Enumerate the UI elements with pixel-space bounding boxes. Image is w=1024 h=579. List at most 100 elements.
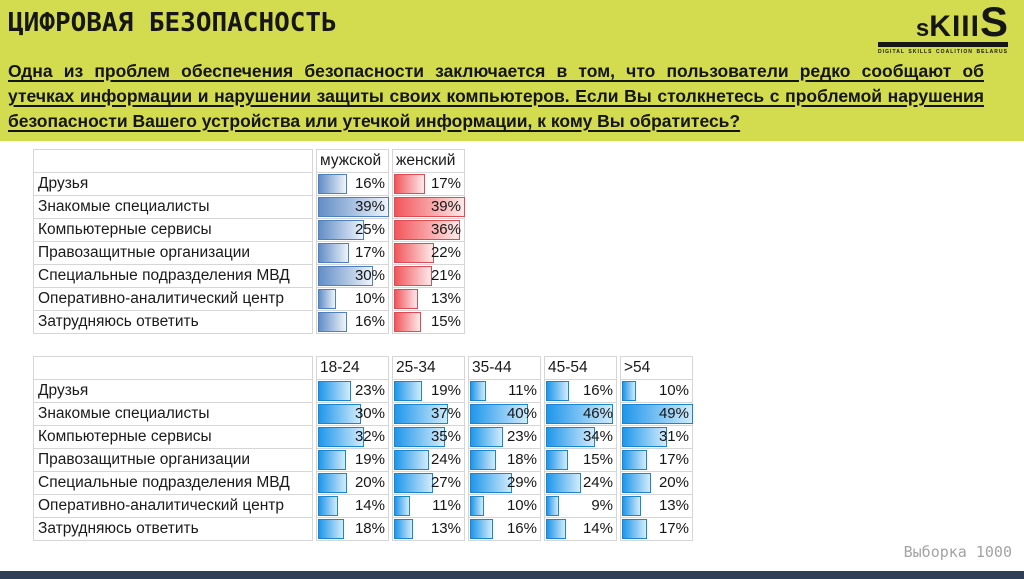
data-bar bbox=[318, 243, 349, 263]
table-row: Компьютерные сервисы 32% 35% 23% 34% 31% bbox=[33, 425, 693, 449]
column-header: 45-54 bbox=[544, 356, 617, 380]
value-cell: 13% bbox=[620, 494, 693, 518]
row-label: Затрудняюсь ответить bbox=[33, 517, 313, 541]
row-label: Компьютерные сервисы bbox=[33, 425, 313, 449]
data-bar bbox=[546, 427, 596, 447]
column-header: 25-34 bbox=[392, 356, 465, 380]
data-bar bbox=[318, 220, 364, 240]
value-cell: 17% bbox=[392, 172, 465, 196]
value-cell: 20% bbox=[316, 471, 389, 495]
header-row: мужской женский bbox=[33, 149, 465, 173]
data-bar bbox=[394, 266, 433, 286]
bar-value: 46% bbox=[582, 405, 613, 422]
row-label: Затрудняюсь ответить bbox=[33, 310, 313, 334]
column-header: 18-24 bbox=[316, 356, 389, 380]
logo-tagline: DIGITAL SKILLS COALITION BELARUS bbox=[878, 48, 1008, 55]
bar-value: 17% bbox=[354, 244, 385, 261]
data-bar bbox=[622, 404, 693, 424]
value-cell: 30% bbox=[316, 264, 389, 288]
table-row: Друзья 23% 19% 11% 16% 10% bbox=[33, 379, 693, 403]
logo-letter: I bbox=[970, 10, 979, 44]
value-cell: 13% bbox=[392, 517, 465, 541]
data-bar bbox=[318, 289, 337, 309]
value-cell: 21% bbox=[392, 264, 465, 288]
bar-value: 29% bbox=[506, 474, 537, 491]
table-row: Оперативно-аналитический центр 10% 13% bbox=[33, 287, 465, 311]
table-row: Специальные подразделения МВД 20% 27% 29% 24… bbox=[33, 471, 693, 495]
data-bar bbox=[622, 473, 651, 493]
bar-value: 23% bbox=[354, 382, 385, 399]
value-cell: 10% bbox=[468, 494, 541, 518]
intro-line: безопасности Вашего устройства или утечк… bbox=[8, 111, 741, 131]
row-label: Правозащитные организации bbox=[33, 448, 313, 472]
data-bar bbox=[546, 473, 581, 493]
data-bar bbox=[622, 450, 647, 470]
bar-value: 49% bbox=[658, 405, 689, 422]
value-cell: 30% bbox=[316, 402, 389, 426]
value-cell: 49% bbox=[620, 402, 693, 426]
bar-value: 13% bbox=[430, 520, 461, 537]
data-bar bbox=[318, 174, 348, 194]
table-row: Компьютерные сервисы 25% 36% bbox=[33, 218, 465, 242]
value-cell: 17% bbox=[316, 241, 389, 265]
value-cell: 16% bbox=[316, 310, 389, 334]
value-cell: 35% bbox=[392, 425, 465, 449]
value-cell: 20% bbox=[620, 471, 693, 495]
bar-value: 10% bbox=[506, 497, 537, 514]
row-label: Правозащитные организации bbox=[33, 241, 313, 265]
logo-letter: S bbox=[979, 0, 1008, 45]
bar-value: 13% bbox=[430, 290, 461, 307]
data-bar bbox=[394, 473, 434, 493]
data-bar bbox=[622, 496, 641, 516]
value-cell: 29% bbox=[468, 471, 541, 495]
row-label: Компьютерные сервисы bbox=[33, 218, 313, 242]
data-bar bbox=[318, 519, 345, 539]
bar-value: 30% bbox=[354, 267, 385, 284]
logo-letter: I bbox=[951, 10, 961, 44]
data-bar bbox=[394, 289, 418, 309]
logo-underline bbox=[878, 41, 1008, 47]
logo-letter: I bbox=[961, 10, 970, 44]
value-cell: 19% bbox=[392, 379, 465, 403]
data-bar bbox=[546, 496, 560, 516]
table-row: Правозащитные организации 17% 22% bbox=[33, 241, 465, 265]
data-bar bbox=[394, 197, 465, 217]
intro-line: утечках информации и нарушении защиты св… bbox=[8, 86, 984, 106]
data-bar bbox=[622, 381, 637, 401]
sample-size-label: Выборка 1000 bbox=[903, 543, 1012, 561]
data-bar bbox=[394, 404, 448, 424]
bar-value: 10% bbox=[658, 382, 689, 399]
bar-value: 17% bbox=[430, 175, 461, 192]
bar-value: 17% bbox=[658, 520, 689, 537]
row-label: Специальные подразделения МВД bbox=[33, 471, 313, 495]
data-bar bbox=[470, 519, 494, 539]
data-bar bbox=[394, 312, 422, 332]
value-cell: 18% bbox=[316, 517, 389, 541]
logo-letter: s bbox=[915, 15, 930, 43]
data-bar bbox=[394, 220, 460, 240]
data-bar bbox=[546, 381, 570, 401]
value-cell: 32% bbox=[316, 425, 389, 449]
value-cell: 39% bbox=[392, 195, 465, 219]
data-bar bbox=[470, 404, 528, 424]
bar-value: 24% bbox=[430, 451, 461, 468]
value-cell: 9% bbox=[544, 494, 617, 518]
bar-value: 21% bbox=[430, 267, 461, 284]
data-bar bbox=[318, 450, 346, 470]
value-cell: 23% bbox=[316, 379, 389, 403]
table-row: Знакомые специалисты 30% 37% 40% 46% 49% bbox=[33, 402, 693, 426]
data-bar bbox=[318, 473, 347, 493]
bar-value: 16% bbox=[582, 382, 613, 399]
bar-value: 18% bbox=[506, 451, 537, 468]
value-cell: 11% bbox=[468, 379, 541, 403]
column-header: женский bbox=[392, 149, 465, 173]
data-bar bbox=[394, 243, 435, 263]
row-label: Знакомые специалисты bbox=[33, 402, 313, 426]
value-cell: 25% bbox=[316, 218, 389, 242]
value-cell: 18% bbox=[468, 448, 541, 472]
intro-line: Одна из проблем обеспечения безопасности… bbox=[8, 61, 984, 81]
row-label: Знакомые специалисты bbox=[33, 195, 313, 219]
bar-value: 32% bbox=[354, 428, 385, 445]
bar-value: 10% bbox=[354, 290, 385, 307]
value-cell: 19% bbox=[316, 448, 389, 472]
